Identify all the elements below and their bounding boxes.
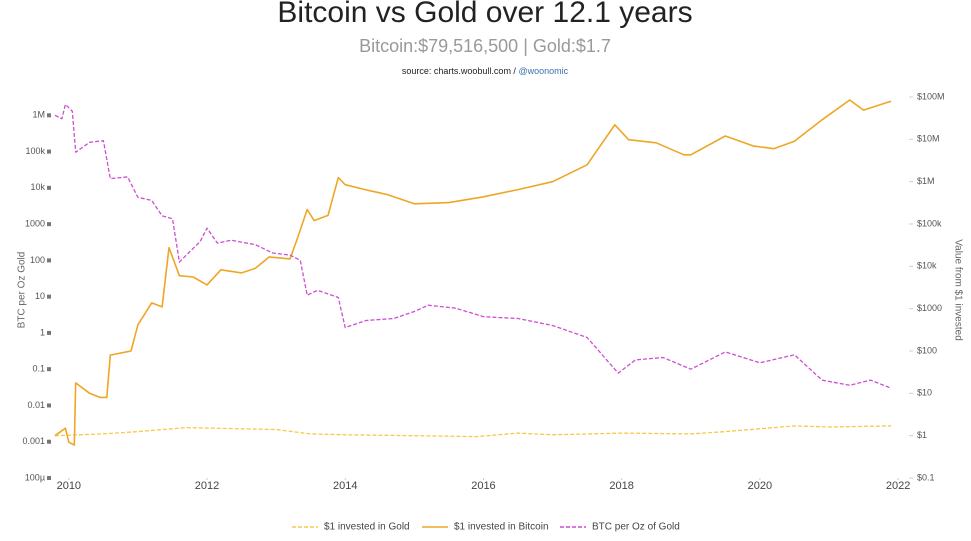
y-tick-label: 10 <box>35 291 45 301</box>
y-tick-label: 100k <box>25 146 45 156</box>
y2-tick-label: $1000 <box>917 303 942 313</box>
source-text: source: charts.woobull.com / <box>402 66 517 76</box>
series-line <box>54 99 892 446</box>
x-tick-label: 2012 <box>195 480 219 492</box>
x-tick-label: 2016 <box>471 480 495 492</box>
y2-tick-label: $100k <box>917 218 942 228</box>
chart-title: Bitcoin vs Gold over 12.1 years <box>277 0 692 29</box>
chart-subtitle: Bitcoin:$79,516,500 | Gold:$1.7 <box>359 36 611 56</box>
y-tick-mark <box>47 258 51 263</box>
y-tick-mark <box>47 476 51 480</box>
y2-axis-label: Value from $1 invested <box>952 239 963 341</box>
source-link[interactable]: @woonomic <box>518 66 568 76</box>
y-tick-mark <box>47 113 51 118</box>
y2-tick-label: $10k <box>917 261 937 271</box>
y2-tick-label: $1M <box>917 176 935 186</box>
y-tick-mark <box>47 185 51 190</box>
y-tick-mark <box>47 149 51 154</box>
x-tick-label: 2020 <box>748 480 772 492</box>
x-tick-label: 2022 <box>886 480 910 492</box>
y-tick-label: 100 <box>30 255 45 265</box>
y2-tick-label: $10M <box>917 134 940 144</box>
y-tick-label: 1 <box>40 327 45 337</box>
legend-label: $1 invested in Gold <box>324 522 410 533</box>
legend-label: BTC per Oz of Gold <box>592 522 680 533</box>
y-tick-label: 0.001 <box>22 436 45 446</box>
y-tick-mark <box>47 367 51 372</box>
y-tick-mark <box>47 330 51 335</box>
legend-label: $1 invested in Bitcoin <box>454 522 549 533</box>
x-tick-label: 2018 <box>609 480 633 492</box>
y-tick-label: 10k <box>30 182 45 192</box>
y-tick-mark <box>47 439 51 444</box>
y-tick-label: 100µ <box>25 472 45 482</box>
y-axis-label: BTC per Oz Gold <box>17 252 28 329</box>
y-tick-label: 0.01 <box>27 400 45 410</box>
y2-tick-label: $100M <box>917 91 945 101</box>
x-tick-label: 2014 <box>333 480 357 492</box>
y2-tick-label: $10 <box>917 388 932 398</box>
y-tick-mark <box>47 403 51 408</box>
y2-tick-label: $1 <box>917 430 927 440</box>
x-tick-label: 2010 <box>57 480 81 492</box>
y-tick-mark <box>47 222 51 227</box>
y-tick-label: 1M <box>32 110 45 120</box>
y-tick-mark <box>47 294 51 299</box>
series-line <box>54 425 892 438</box>
y-tick-label: 1000 <box>25 218 45 228</box>
source: source: charts.woobull.com / @woonomic <box>402 66 569 76</box>
y-tick-label: 0.1 <box>32 364 45 374</box>
y2-tick-label: $0.1 <box>917 472 935 482</box>
series-line <box>54 103 892 389</box>
y2-tick-label: $100 <box>917 345 937 355</box>
